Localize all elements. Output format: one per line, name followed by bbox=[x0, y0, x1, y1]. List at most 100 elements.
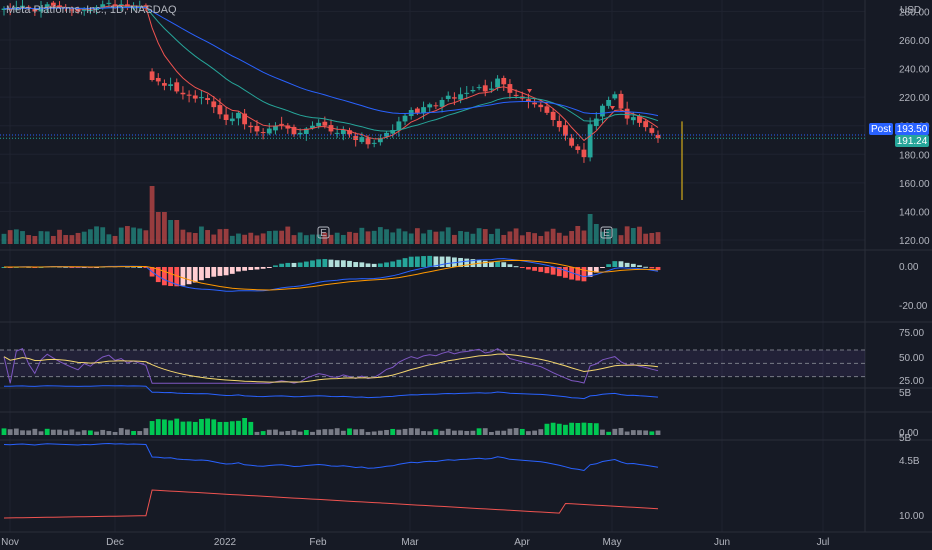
candle-body bbox=[359, 137, 365, 142]
candle-body bbox=[44, 4, 50, 9]
volume-histogram-bar bbox=[618, 428, 624, 435]
macd-histogram-bar bbox=[229, 267, 235, 274]
volume-bar bbox=[359, 227, 365, 244]
macd-histogram-bar bbox=[217, 267, 223, 276]
volume-bar bbox=[38, 231, 44, 244]
candle-body bbox=[347, 130, 352, 135]
macd-histogram-bar bbox=[593, 267, 599, 273]
time-tick-label: Nov bbox=[1, 537, 19, 548]
volume-bar bbox=[254, 235, 260, 244]
volume-bar bbox=[347, 231, 352, 244]
candle-body bbox=[303, 128, 309, 134]
volume-histogram-bar bbox=[538, 429, 544, 435]
volume-histogram-bar bbox=[458, 430, 463, 435]
macd-histogram-bar bbox=[340, 260, 346, 267]
volume-histogram-bar bbox=[32, 428, 38, 435]
lower-blue-line bbox=[3, 442, 659, 472]
macd-histogram-bar bbox=[556, 267, 562, 277]
candle-body bbox=[482, 85, 488, 92]
volume-bar bbox=[279, 230, 285, 244]
candle-body bbox=[581, 149, 587, 158]
volume-bar bbox=[303, 235, 309, 244]
volume-histogram-bar bbox=[439, 430, 445, 435]
volume-bar bbox=[365, 231, 371, 244]
macd-pane[interactable] bbox=[1, 255, 661, 292]
volume-histogram-bar bbox=[137, 431, 143, 435]
candle-body bbox=[229, 118, 235, 122]
candle-body bbox=[501, 77, 507, 85]
volume-bar bbox=[236, 233, 241, 244]
histogram-pane[interactable] bbox=[1, 385, 661, 435]
macd-histogram-bar bbox=[606, 264, 612, 267]
volume-bar bbox=[445, 227, 451, 244]
volume-histogram-bar bbox=[421, 431, 426, 435]
volume-bar bbox=[643, 233, 649, 244]
volume-histogram-bar bbox=[408, 428, 414, 435]
macd-histogram-bar bbox=[489, 261, 494, 267]
volume-histogram-bar bbox=[149, 421, 155, 435]
macd-histogram-bar bbox=[155, 267, 161, 283]
candle-body bbox=[353, 136, 359, 140]
volume-bar bbox=[291, 235, 297, 244]
macd-histogram-bar bbox=[390, 261, 396, 267]
candle-body bbox=[322, 121, 328, 126]
volume-bar bbox=[371, 230, 377, 244]
macd-histogram-bar bbox=[581, 267, 587, 282]
volume-bar bbox=[587, 214, 593, 244]
candle-body bbox=[606, 100, 612, 106]
macd-histogram-bar bbox=[162, 267, 167, 286]
volume-bar bbox=[482, 229, 488, 244]
volume-histogram-bar bbox=[168, 420, 173, 435]
volume-histogram-bar bbox=[285, 430, 291, 435]
candle-body bbox=[162, 83, 167, 86]
volume-histogram-bar bbox=[124, 429, 130, 435]
candle-body bbox=[563, 125, 568, 136]
price-tick-label: 260.00 bbox=[899, 36, 930, 47]
candle-body bbox=[464, 92, 470, 94]
macd-histogram-bar bbox=[303, 261, 309, 267]
volume-bar bbox=[44, 231, 50, 244]
macd-histogram-bar bbox=[501, 262, 507, 267]
lower-indicator-pane[interactable] bbox=[3, 442, 659, 519]
candle-body bbox=[57, 5, 62, 8]
macd-histogram-bar bbox=[260, 267, 266, 269]
macd-histogram-bar bbox=[192, 267, 198, 283]
macd-histogram-bar bbox=[402, 258, 408, 267]
volume-bar bbox=[100, 227, 106, 244]
signal-line bbox=[4, 259, 659, 291]
volume-histogram-bar bbox=[371, 431, 377, 435]
price-axis[interactable]: USD280.00260.00240.00220.00200.00180.001… bbox=[899, 5, 930, 522]
candlesticks[interactable] bbox=[1, 0, 683, 200]
volume-bar bbox=[192, 233, 198, 244]
macd-histogram-bar bbox=[495, 261, 500, 267]
macd-tick-label: -20.00 bbox=[899, 301, 928, 312]
macd-histogram-bar bbox=[254, 267, 260, 270]
volume-bar bbox=[507, 231, 513, 244]
volume-histogram-bar bbox=[303, 430, 309, 435]
rsi-ma-line bbox=[3, 353, 659, 383]
time-tick-label: May bbox=[603, 537, 622, 548]
candle-body bbox=[217, 105, 223, 115]
volume-bar bbox=[273, 230, 278, 244]
candle-body bbox=[168, 84, 173, 86]
price-tick-label: 240.00 bbox=[899, 65, 930, 76]
macd-histogram-bar bbox=[649, 267, 655, 269]
volume-bar bbox=[618, 235, 624, 244]
rsi-pane[interactable] bbox=[0, 348, 865, 384]
volume-bar bbox=[297, 232, 303, 244]
candle-body bbox=[649, 128, 655, 133]
macd-histogram-bar bbox=[532, 267, 538, 271]
volume-bar bbox=[581, 230, 587, 244]
volume-histogram-bar bbox=[316, 429, 322, 435]
volume-histogram-bar bbox=[501, 430, 507, 435]
volume-histogram-bar bbox=[174, 418, 180, 435]
volume-histogram-bar bbox=[569, 422, 575, 435]
macd-histogram-bar bbox=[236, 267, 241, 272]
volume-bar bbox=[458, 231, 463, 244]
time-axis[interactable]: Nov Dec 2022 Feb Mar Apr May Jun Jul bbox=[1, 537, 829, 548]
lower-tick-label: 5B bbox=[899, 433, 912, 444]
time-tick-label: Jun bbox=[714, 537, 730, 548]
candle-body bbox=[618, 93, 624, 109]
candle-body bbox=[470, 90, 476, 92]
